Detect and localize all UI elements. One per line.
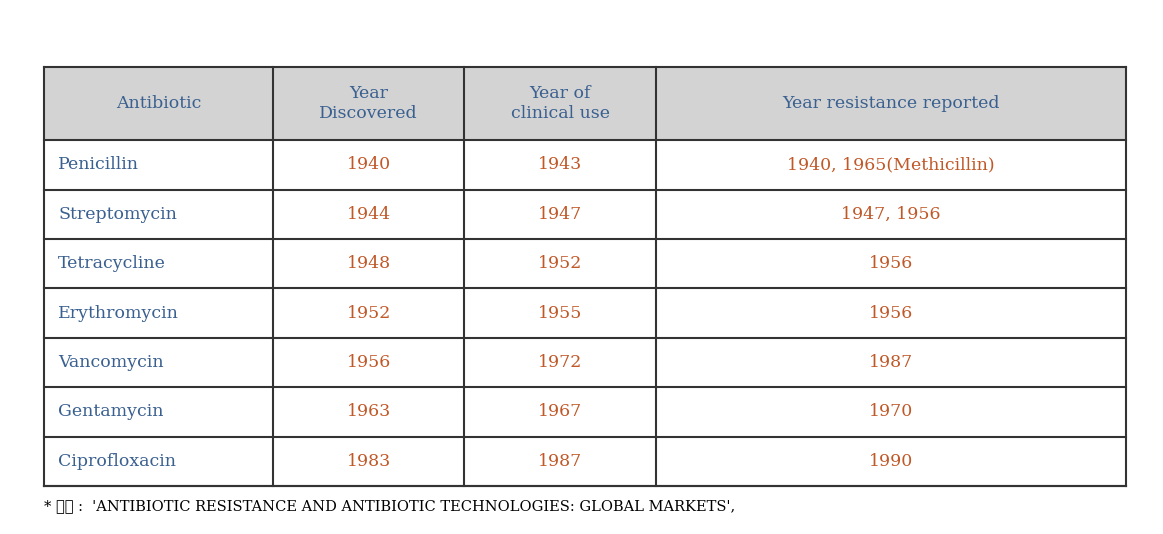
Text: * 출치 :  'ANTIBIOTIC RESISTANCE AND ANTIBIOTIC TECHNOLOGIES: GLOBAL MARKETS',: * 출치 : 'ANTIBIOTIC RESISTANCE AND ANTIBI… — [44, 499, 735, 513]
Bar — [44, 140, 273, 190]
Text: 1987: 1987 — [538, 453, 583, 470]
Text: 1956: 1956 — [347, 354, 391, 371]
Bar — [44, 387, 273, 436]
Text: Erythromycin: Erythromycin — [58, 304, 179, 321]
Text: 1972: 1972 — [538, 354, 583, 371]
Bar — [464, 239, 656, 288]
Bar — [44, 190, 273, 239]
Bar — [656, 436, 1126, 486]
Text: Tetracycline: Tetracycline — [58, 255, 166, 272]
Text: Penicillin: Penicillin — [58, 156, 140, 174]
Bar — [656, 288, 1126, 337]
Text: Vancomycin: Vancomycin — [58, 354, 164, 371]
Text: 1952: 1952 — [538, 255, 583, 272]
Bar — [273, 387, 464, 436]
Text: Antibiotic: Antibiotic — [116, 95, 201, 112]
Bar — [44, 239, 273, 288]
Bar — [464, 387, 656, 436]
Bar — [464, 436, 656, 486]
Bar — [44, 288, 273, 337]
Bar — [464, 190, 656, 239]
Text: 1943: 1943 — [538, 156, 583, 174]
Bar — [656, 190, 1126, 239]
Bar — [464, 337, 656, 387]
Bar — [273, 140, 464, 190]
Text: 1952: 1952 — [347, 304, 391, 321]
Text: 1940, 1965(Methicillin): 1940, 1965(Methicillin) — [787, 156, 994, 174]
Bar — [464, 67, 656, 140]
Text: 1956: 1956 — [869, 304, 913, 321]
Text: Year resistance reported: Year resistance reported — [783, 95, 1000, 112]
Text: Ciprofloxacin: Ciprofloxacin — [58, 453, 176, 470]
Text: 1947, 1956: 1947, 1956 — [841, 206, 941, 223]
Bar — [656, 239, 1126, 288]
Bar — [656, 140, 1126, 190]
Bar — [44, 67, 273, 140]
Bar — [656, 387, 1126, 436]
Text: 1948: 1948 — [347, 255, 391, 272]
Bar — [273, 239, 464, 288]
Bar — [464, 288, 656, 337]
Text: 1970: 1970 — [869, 403, 913, 420]
Bar — [44, 436, 273, 486]
Text: Year of
clinical use: Year of clinical use — [511, 85, 609, 122]
Text: Streptomycin: Streptomycin — [58, 206, 177, 223]
Text: 1987: 1987 — [869, 354, 913, 371]
Bar — [273, 190, 464, 239]
Text: 1963: 1963 — [347, 403, 391, 420]
Text: 1944: 1944 — [347, 206, 391, 223]
Text: 1983: 1983 — [347, 453, 391, 470]
Text: 1990: 1990 — [869, 453, 913, 470]
Text: Year
Discovered: Year Discovered — [320, 85, 418, 122]
Bar — [273, 67, 464, 140]
Text: 1947: 1947 — [538, 206, 583, 223]
Bar — [656, 337, 1126, 387]
Text: 1955: 1955 — [538, 304, 583, 321]
Text: Gentamycin: Gentamycin — [58, 403, 164, 420]
Bar — [273, 288, 464, 337]
Bar — [44, 337, 273, 387]
Text: 1956: 1956 — [869, 255, 913, 272]
Bar — [273, 436, 464, 486]
Text: 1940: 1940 — [347, 156, 391, 174]
Bar — [656, 67, 1126, 140]
Bar — [464, 140, 656, 190]
Text: 1967: 1967 — [538, 403, 583, 420]
Bar — [273, 337, 464, 387]
